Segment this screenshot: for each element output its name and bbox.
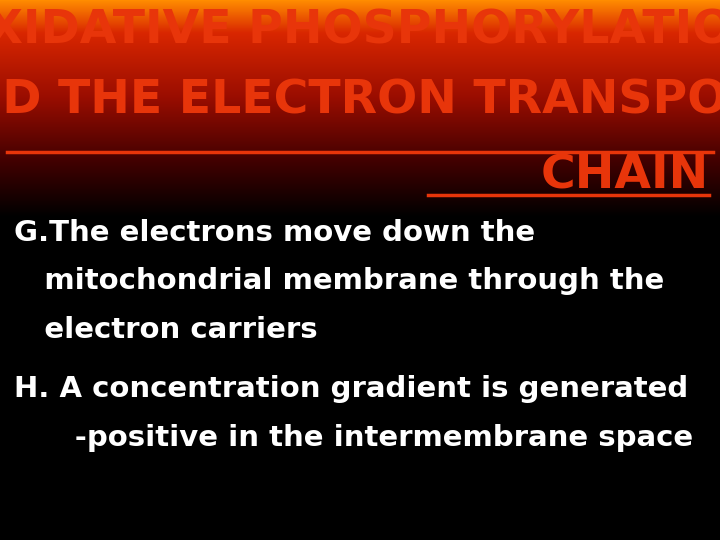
Text: -positive in the intermembrane space: -positive in the intermembrane space	[14, 424, 693, 452]
Text: G.The electrons move down the: G.The electrons move down the	[14, 219, 536, 247]
Text: CHAIN: CHAIN	[541, 154, 709, 199]
Text: OXIDATIVE PHOSPHORYLATION: OXIDATIVE PHOSPHORYLATION	[0, 8, 720, 53]
Text: AND THE ELECTRON TRANSPORT: AND THE ELECTRON TRANSPORT	[0, 78, 720, 123]
Text: mitochondrial membrane through the: mitochondrial membrane through the	[14, 267, 665, 295]
Text: electron carriers: electron carriers	[14, 316, 318, 344]
Text: H. A concentration gradient is generated: H. A concentration gradient is generated	[14, 375, 688, 403]
